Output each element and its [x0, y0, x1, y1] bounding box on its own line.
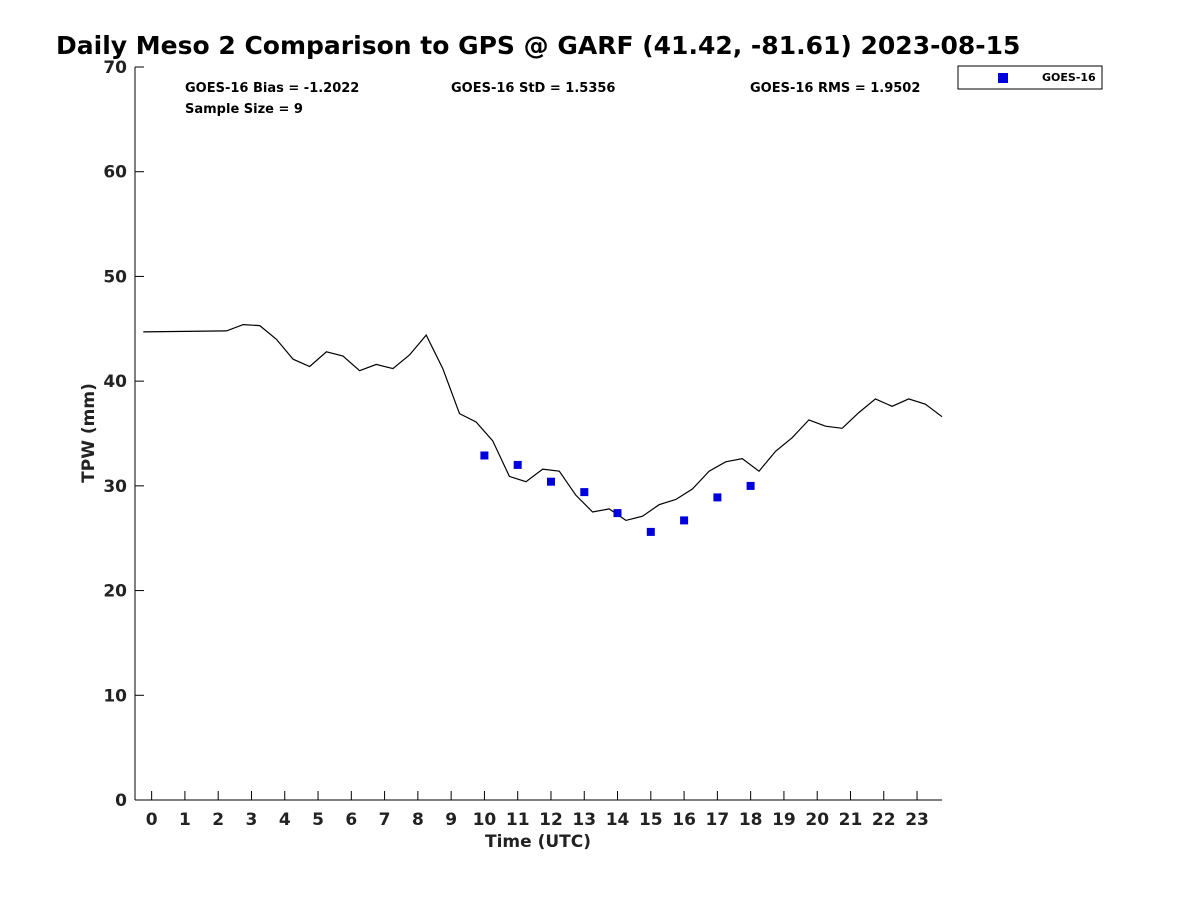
- x-tick-label: 16: [672, 810, 696, 830]
- y-tick-label: 60: [103, 163, 127, 183]
- y-tick-label: 0: [115, 791, 127, 811]
- x-tick-label: 8: [412, 810, 424, 830]
- y-tick-label: 30: [103, 477, 127, 497]
- chart-title: Daily Meso 2 Comparison to GPS @ GARF (4…: [56, 31, 1020, 60]
- x-tick-label: 1: [179, 810, 191, 830]
- x-tick-label: 21: [839, 810, 863, 830]
- goes16-point: [480, 451, 489, 460]
- gps-series: [143, 323, 943, 522]
- x-tick-label: 23: [905, 810, 929, 830]
- y-tick-label: 10: [103, 686, 127, 706]
- y-tick-label: 70: [103, 58, 127, 78]
- x-tick-label: 7: [379, 810, 391, 830]
- std-stat: GOES-16 StD = 1.5356: [451, 81, 615, 96]
- legend-marker-goes16: [998, 73, 1008, 83]
- goes16-point: [646, 527, 655, 536]
- goes16-point: [613, 509, 622, 518]
- legend: GOES-16: [957, 65, 1103, 90]
- x-tick-label: 10: [473, 810, 497, 830]
- x-tick-label: 3: [246, 810, 258, 830]
- gps-line: [143, 323, 943, 522]
- goes16-series: [480, 451, 755, 536]
- y-tick-label: 40: [103, 372, 127, 392]
- x-tick-label: 11: [506, 810, 530, 830]
- x-ticks: 0 1 2 3 4 5 6 7 8 9 10 11 12 13 14 15 16 17 18 19 20 21 22 23: [146, 791, 929, 830]
- rms-stat: GOES-16 RMS = 1.9502: [750, 81, 920, 96]
- x-tick-label: 15: [639, 810, 663, 830]
- x-tick-label: 18: [739, 810, 763, 830]
- goes16-point: [513, 460, 522, 469]
- y-axis-label: TPW (mm): [79, 383, 99, 483]
- x-tick-label: 13: [572, 810, 596, 830]
- goes16-point: [680, 516, 689, 525]
- goes16-point: [746, 481, 755, 490]
- x-tick-label: 12: [539, 810, 563, 830]
- x-tick-label: 0: [146, 810, 158, 830]
- goes16-point: [713, 493, 722, 502]
- x-tick-label: 19: [772, 810, 796, 830]
- x-tick-label: 6: [345, 810, 357, 830]
- legend-box: [957, 65, 1103, 90]
- x-tick-label: 14: [606, 810, 630, 830]
- goes16-point: [580, 488, 589, 497]
- x-tick-label: 20: [805, 810, 829, 830]
- y-ticks: 0 10 20 30 40 50 60 70: [103, 58, 144, 811]
- x-axis-label: Time (UTC): [485, 832, 591, 852]
- legend-label-goes16: GOES-16: [1042, 71, 1096, 84]
- bias-stat: GOES-16 Bias = -1.2022: [185, 81, 359, 96]
- x-tick-label: 5: [312, 810, 324, 830]
- y-tick-label: 50: [103, 267, 127, 287]
- goes16-point: [547, 477, 555, 486]
- sample-size-stat: Sample Size = 9: [185, 102, 303, 117]
- x-tick-label: 17: [706, 810, 730, 830]
- x-tick-label: 2: [212, 810, 224, 830]
- y-tick-label: 20: [103, 582, 127, 602]
- plot-axes: [134, 67, 942, 801]
- x-tick-label: 4: [279, 810, 291, 830]
- x-tick-label: 22: [872, 810, 896, 830]
- x-tick-label: 9: [445, 810, 457, 830]
